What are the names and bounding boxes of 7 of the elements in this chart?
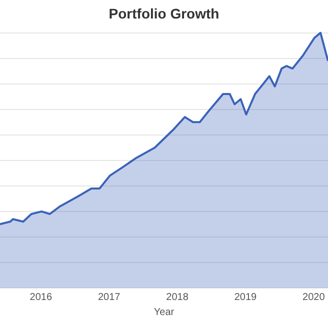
x-axis-title: Year xyxy=(154,306,175,318)
x-tick-label: 2018 xyxy=(166,292,189,303)
x-tick-label: 2019 xyxy=(234,292,258,303)
x-tick-label: 2020 xyxy=(302,292,326,303)
x-tick-label: 2017 xyxy=(98,292,121,303)
chart-title: Portfolio Growth xyxy=(108,5,220,22)
x-tick-label: 2016 xyxy=(30,292,52,303)
